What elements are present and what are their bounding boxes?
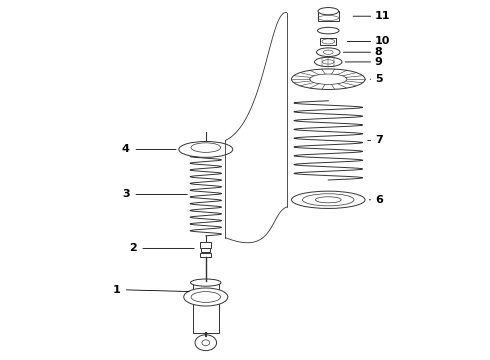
Ellipse shape (318, 27, 339, 34)
Text: 3: 3 (122, 189, 130, 199)
Text: 4: 4 (122, 144, 130, 154)
Ellipse shape (191, 279, 221, 286)
Bar (200, 242, 211, 248)
Ellipse shape (317, 48, 340, 57)
Bar (200, 253, 211, 257)
Ellipse shape (292, 191, 365, 208)
Bar (318, 11, 339, 21)
Bar (201, 248, 210, 252)
Bar (320, 38, 336, 45)
Text: 9: 9 (375, 57, 383, 67)
Ellipse shape (179, 141, 233, 157)
Text: 6: 6 (375, 195, 383, 205)
Text: 5: 5 (375, 74, 383, 84)
Text: 7: 7 (375, 135, 383, 145)
Ellipse shape (195, 335, 217, 351)
Text: 10: 10 (375, 36, 390, 46)
Ellipse shape (202, 340, 210, 346)
Ellipse shape (318, 8, 339, 15)
Ellipse shape (184, 288, 228, 306)
Text: 8: 8 (375, 47, 383, 57)
Text: 2: 2 (129, 243, 137, 253)
Bar (193, 284, 219, 333)
Text: 1: 1 (112, 285, 120, 295)
Text: 11: 11 (375, 11, 391, 21)
Ellipse shape (315, 57, 342, 67)
